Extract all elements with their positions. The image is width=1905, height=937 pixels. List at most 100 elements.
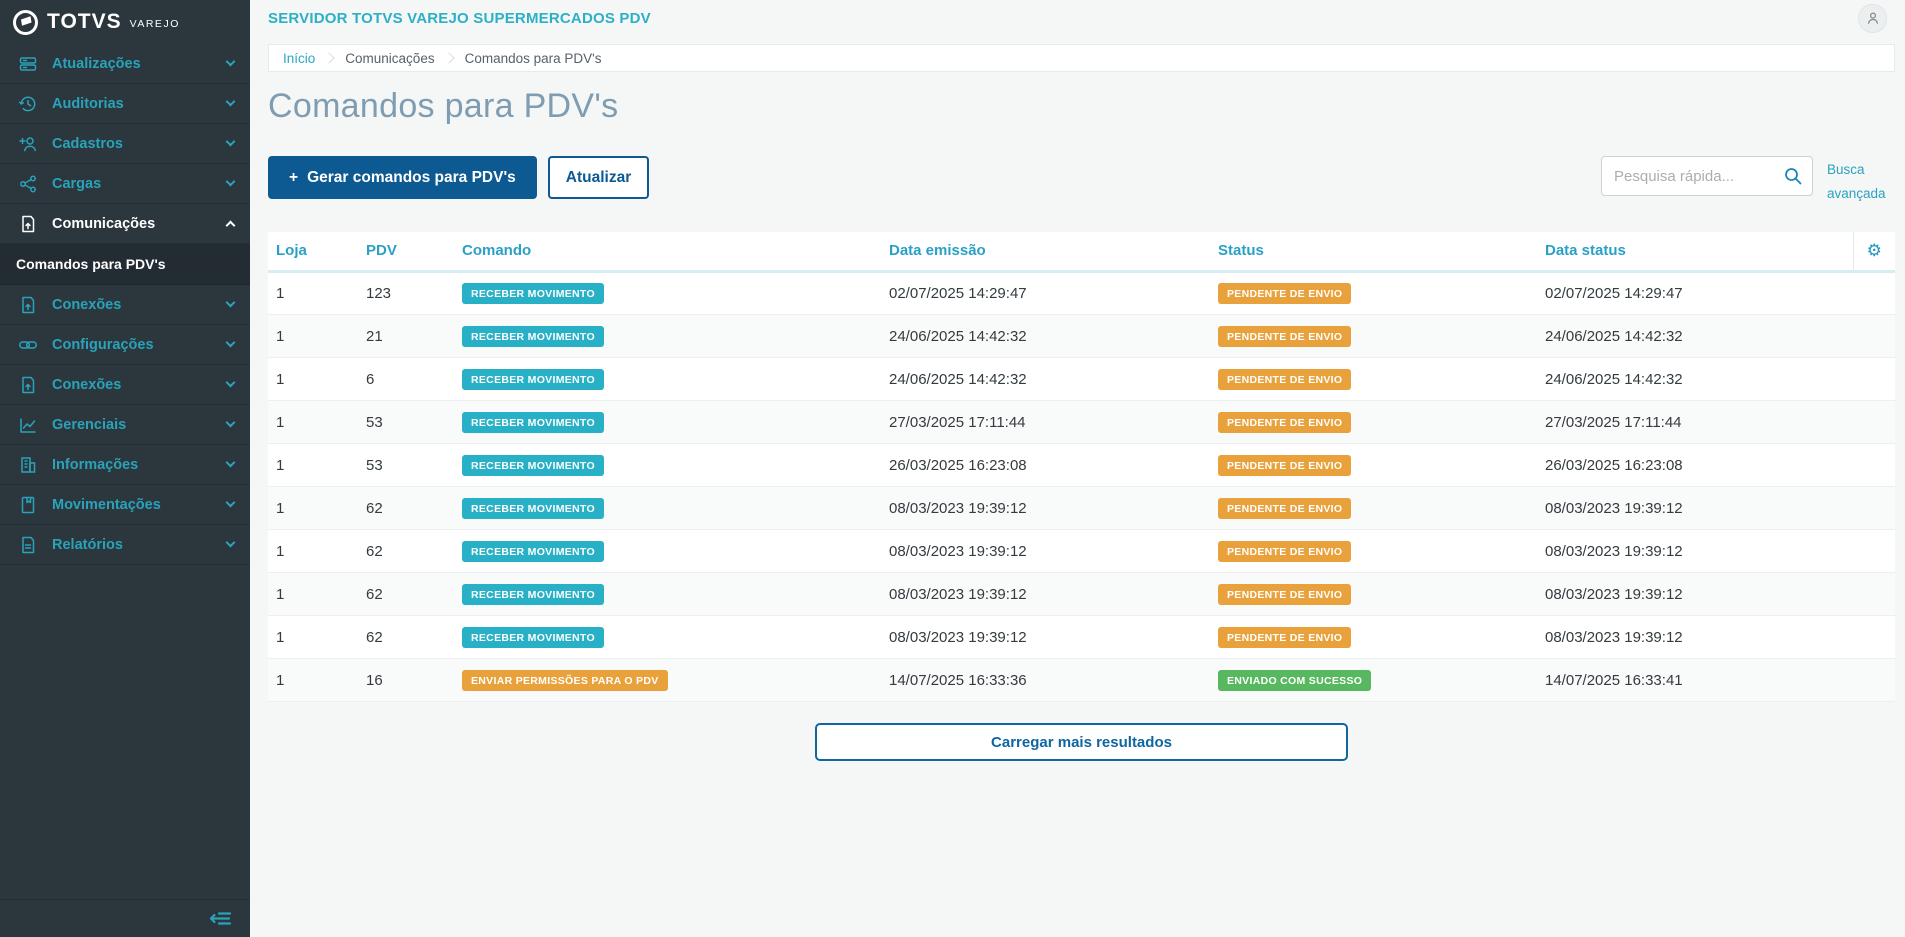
cell-data-emissao: 02/07/2025 14:29:47 xyxy=(881,271,1210,316)
chevron-down-icon xyxy=(225,417,236,428)
cell-loja: 1 xyxy=(268,486,358,531)
sidebar-item-cadastros[interactable]: Cadastros xyxy=(0,124,250,164)
table-row[interactable]: 1 62 RECEBER MOVIMENTO 08/03/2023 19:39:… xyxy=(268,572,1895,617)
chevron-down-icon xyxy=(225,537,236,548)
brand-sub: VAREJO xyxy=(129,17,180,30)
cell-loja: 1 xyxy=(268,615,358,660)
sidebar-item-conexoes-2[interactable]: Conexões xyxy=(0,365,250,405)
cell-actions xyxy=(1853,572,1895,617)
sidebar-item-informacoes[interactable]: Informações xyxy=(0,445,250,485)
collapse-sidebar-icon[interactable] xyxy=(208,910,232,927)
sidebar-item-comunicacoes[interactable]: Comunicações xyxy=(0,204,250,244)
breadcrumb-comunicacoes[interactable]: Comunicações xyxy=(345,50,435,66)
cell-status: ENVIADO COM SUCESSO xyxy=(1210,658,1537,703)
cell-comando: RECEBER MOVIMENTO xyxy=(454,615,881,660)
table-row[interactable]: 1 21 RECEBER MOVIMENTO 24/06/2025 14:42:… xyxy=(268,314,1895,359)
cell-status: PENDENTE DE ENVIO xyxy=(1210,271,1537,316)
column-header-data-status[interactable]: Data status xyxy=(1537,231,1853,274)
refresh-button[interactable]: Atualizar xyxy=(547,156,650,199)
sidebar-item-movimentacoes[interactable]: Movimentações xyxy=(0,485,250,525)
sidebar-item-configuracoes[interactable]: Configurações xyxy=(0,325,250,365)
cell-loja: 1 xyxy=(268,271,358,316)
cell-comando: RECEBER MOVIMENTO xyxy=(454,529,881,574)
cell-pdv: 62 xyxy=(358,572,454,617)
status-badge: PENDENTE DE ENVIO xyxy=(1218,540,1352,562)
gear-icon[interactable]: ⚙ xyxy=(1866,240,1882,261)
cell-status: PENDENTE DE ENVIO xyxy=(1210,314,1537,359)
chevron-right-icon xyxy=(323,52,335,64)
advanced-search-link[interactable]: Busca avançada xyxy=(1827,162,1886,202)
breadcrumb-inicio[interactable]: Início xyxy=(283,50,316,66)
comando-badge: RECEBER MOVIMENTO xyxy=(462,540,604,562)
file-upload-icon xyxy=(18,295,38,315)
toolbar: + Gerar comandos para PDV's Atualizar Bu… xyxy=(268,156,1895,207)
sidebar-item-gerenciais[interactable]: Gerenciais xyxy=(0,405,250,445)
comando-badge: RECEBER MOVIMENTO xyxy=(462,411,604,433)
sidebar-item-label: Conexões xyxy=(52,296,122,313)
cell-status: PENDENTE DE ENVIO xyxy=(1210,357,1537,402)
search-icon[interactable] xyxy=(1783,166,1803,186)
table-row[interactable]: 1 62 RECEBER MOVIMENTO 08/03/2023 19:39:… xyxy=(268,486,1895,531)
cell-data-status: 02/07/2025 14:29:47 xyxy=(1537,271,1853,316)
brand-name: TOTVS xyxy=(47,10,122,33)
chevron-down-icon xyxy=(225,497,236,508)
column-header-pdv[interactable]: PDV xyxy=(358,231,454,274)
cell-data-status: 08/03/2023 19:39:12 xyxy=(1537,529,1853,574)
cell-comando: RECEBER MOVIMENTO xyxy=(454,357,881,402)
cell-status: PENDENTE DE ENVIO xyxy=(1210,572,1537,617)
chevron-down-icon xyxy=(225,457,236,468)
cell-data-status: 08/03/2023 19:39:12 xyxy=(1537,572,1853,617)
status-badge: PENDENTE DE ENVIO xyxy=(1218,368,1352,390)
column-header-data-emissao[interactable]: Data emissão xyxy=(881,231,1210,274)
load-more-button[interactable]: Carregar mais resultados xyxy=(815,723,1348,762)
audit-history-icon xyxy=(18,94,38,114)
table-row[interactable]: 1 16 ENVIAR PERMISSÕES PARA O PDV 14/07/… xyxy=(268,658,1895,703)
cell-status: PENDENTE DE ENVIO xyxy=(1210,400,1537,445)
user-avatar[interactable] xyxy=(1858,3,1887,33)
file-upload-icon xyxy=(18,375,38,395)
cell-pdv: 6 xyxy=(358,357,454,402)
table-row[interactable]: 1 53 RECEBER MOVIMENTO 27/03/2025 17:11:… xyxy=(268,400,1895,445)
status-badge: PENDENTE DE ENVIO xyxy=(1218,411,1352,433)
cell-data-status: 08/03/2023 19:39:12 xyxy=(1537,486,1853,531)
sidebar-item-cargas[interactable]: Cargas xyxy=(0,164,250,204)
cell-pdv: 16 xyxy=(358,658,454,703)
column-header-loja[interactable]: Loja xyxy=(268,231,358,274)
table-row[interactable]: 1 6 RECEBER MOVIMENTO 24/06/2025 14:42:3… xyxy=(268,357,1895,402)
table-row[interactable]: 1 62 RECEBER MOVIMENTO 08/03/2023 19:39:… xyxy=(268,529,1895,574)
cell-data-emissao: 14/07/2025 16:33:36 xyxy=(881,658,1210,703)
sidebar-item-conexoes-1[interactable]: Conexões xyxy=(0,285,250,325)
person-add-icon xyxy=(18,134,38,154)
cell-data-status: 26/03/2025 16:23:08 xyxy=(1537,443,1853,488)
column-header-comando[interactable]: Comando xyxy=(454,231,881,274)
generate-commands-label: Gerar comandos para PDV's xyxy=(307,168,516,186)
chevron-up-icon xyxy=(225,220,236,231)
sidebar-subitem-comandos-para-pdvs[interactable]: Comandos para PDV's xyxy=(0,244,250,285)
sidebar-item-label: Cargas xyxy=(52,175,102,192)
user-icon xyxy=(1865,10,1881,26)
cell-comando: RECEBER MOVIMENTO xyxy=(454,572,881,617)
server-title: SERVIDOR TOTVS VAREJO SUPERMERCADOS PDV xyxy=(268,9,651,27)
chevron-down-icon xyxy=(225,96,236,107)
cell-comando: RECEBER MOVIMENTO xyxy=(454,271,881,316)
status-badge: PENDENTE DE ENVIO xyxy=(1218,497,1352,519)
main-content: SERVIDOR TOTVS VAREJO SUPERMERCADOS PDV … xyxy=(250,0,1905,937)
sidebar-item-label: Relatórios xyxy=(52,536,123,553)
sidebar-item-label: Auditorias xyxy=(52,95,124,112)
cell-loja: 1 xyxy=(268,400,358,445)
generate-commands-button[interactable]: + Gerar comandos para PDV's xyxy=(268,156,537,199)
table-row[interactable]: 1 53 RECEBER MOVIMENTO 26/03/2025 16:23:… xyxy=(268,443,1895,488)
column-header-status[interactable]: Status xyxy=(1210,231,1537,274)
cell-pdv: 62 xyxy=(358,615,454,660)
sidebar-item-auditorias[interactable]: Auditorias xyxy=(0,84,250,124)
table-row[interactable]: 1 62 RECEBER MOVIMENTO 08/03/2023 19:39:… xyxy=(268,615,1895,660)
breadcrumb-current: Comandos para PDV's xyxy=(464,50,602,66)
sidebar-item-atualizacoes[interactable]: Atualizações xyxy=(0,44,250,84)
quick-search-input[interactable] xyxy=(1601,156,1813,196)
table-row[interactable]: 1 123 RECEBER MOVIMENTO 02/07/2025 14:29… xyxy=(268,271,1895,316)
sidebar-item-relatorios[interactable]: Relatórios xyxy=(0,525,250,565)
status-badge: PENDENTE DE ENVIO xyxy=(1218,325,1352,347)
sidebar-item-label: Atualizações xyxy=(52,55,141,72)
chevron-down-icon xyxy=(225,297,236,308)
